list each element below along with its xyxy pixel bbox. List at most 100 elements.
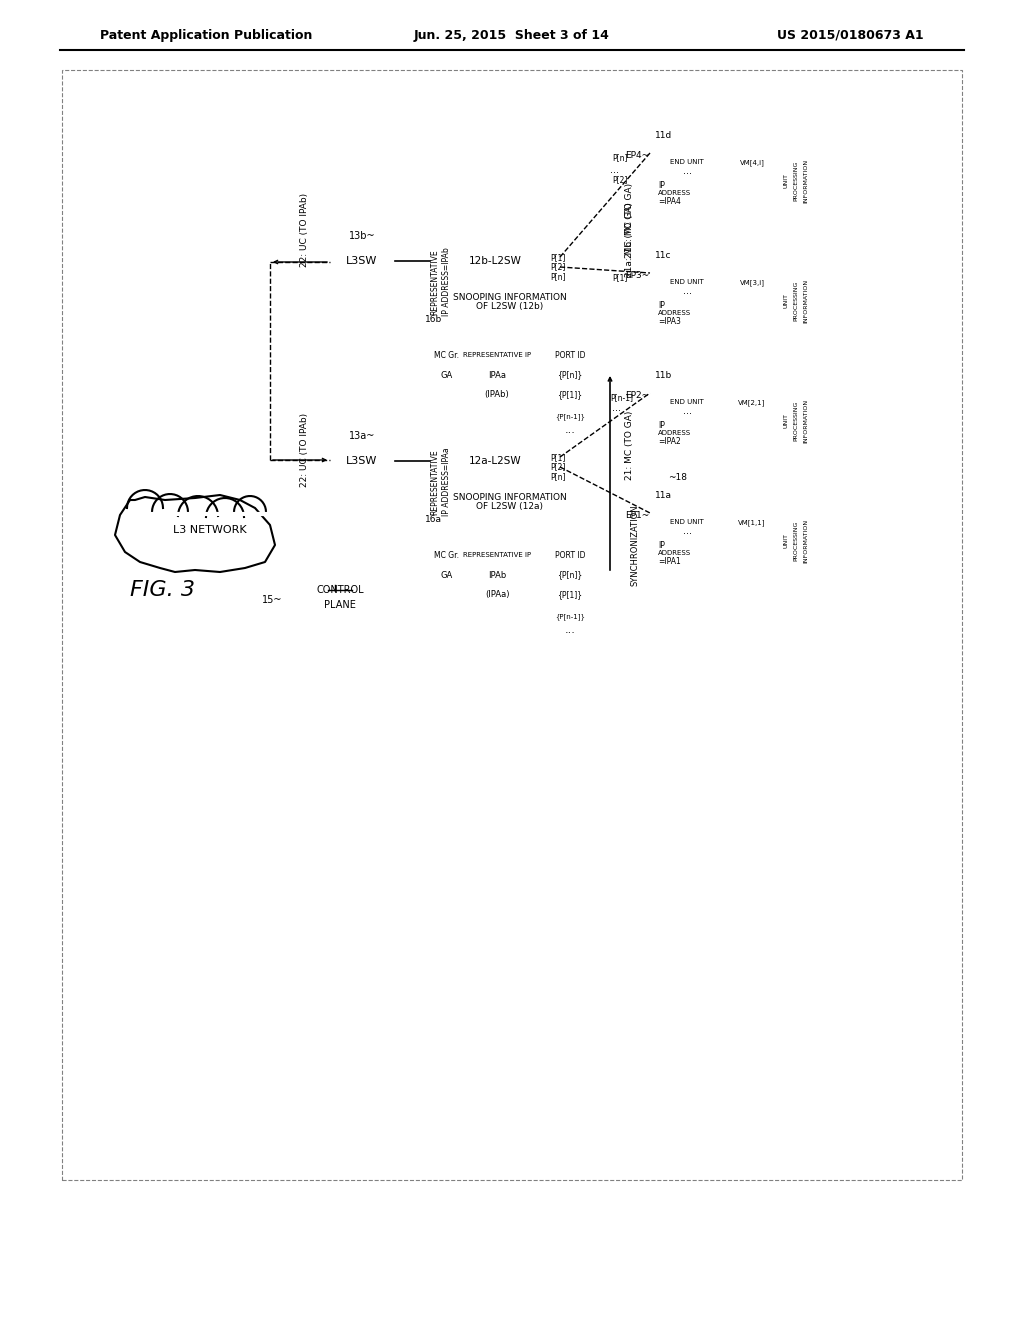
FancyBboxPatch shape	[330, 442, 395, 480]
Text: PROCESSING: PROCESSING	[794, 401, 799, 441]
Text: IP: IP	[658, 301, 665, 309]
Text: VM[2,1]: VM[2,1]	[738, 400, 766, 407]
Text: =IPA3: =IPA3	[658, 317, 681, 326]
Text: PLANE: PLANE	[324, 601, 356, 610]
Text: ADDRESS: ADDRESS	[658, 310, 691, 315]
Text: 22: UC (TO IPAb): 22: UC (TO IPAb)	[300, 193, 309, 267]
FancyBboxPatch shape	[319, 568, 360, 585]
Text: {P[n-1]}: {P[n-1]}	[555, 413, 585, 420]
Text: ADDRESS: ADDRESS	[658, 550, 691, 556]
Text: OF L2SW (12b): OF L2SW (12b)	[476, 302, 544, 312]
Text: 12a-L2SW: 12a-L2SW	[469, 455, 521, 466]
Text: ...: ...	[683, 525, 691, 536]
Text: P[n-1]: P[n-1]	[610, 393, 633, 403]
Text: 11d: 11d	[655, 131, 672, 140]
Text: END UNIT: END UNIT	[670, 158, 703, 165]
Text: 15~: 15~	[261, 595, 282, 605]
Text: PROCESSING: PROCESSING	[794, 521, 799, 561]
Text: 11c: 11c	[655, 251, 672, 260]
FancyBboxPatch shape	[425, 545, 470, 565]
Text: 21: MC (TO GA): 21: MC (TO GA)	[625, 411, 634, 479]
FancyBboxPatch shape	[785, 498, 827, 585]
FancyBboxPatch shape	[425, 385, 470, 405]
Text: VM[3,i]: VM[3,i]	[739, 280, 765, 286]
Text: 11a: 11a	[655, 491, 672, 499]
Text: P[n]: P[n]	[550, 272, 565, 281]
Text: PROCESSING: PROCESSING	[794, 161, 799, 201]
Text: 21b: MC (TO GA): 21b: MC (TO GA)	[625, 182, 634, 257]
FancyBboxPatch shape	[470, 565, 525, 585]
FancyBboxPatch shape	[730, 510, 775, 535]
Text: {P[1]}: {P[1]}	[557, 391, 583, 400]
Text: 13b~: 13b~	[349, 231, 376, 242]
Text: MC Gr.: MC Gr.	[434, 351, 460, 359]
Text: 11b: 11b	[655, 371, 672, 380]
Text: EP4~: EP4~	[625, 150, 649, 160]
FancyBboxPatch shape	[525, 345, 615, 366]
FancyBboxPatch shape	[650, 370, 835, 470]
FancyBboxPatch shape	[525, 585, 615, 605]
FancyBboxPatch shape	[650, 490, 835, 590]
Text: EP2~: EP2~	[625, 391, 649, 400]
Text: IP: IP	[658, 181, 665, 190]
FancyBboxPatch shape	[430, 247, 560, 275]
Text: =IPA1: =IPA1	[658, 557, 681, 565]
Text: IP ADDRESS=IPAa: IP ADDRESS=IPAa	[442, 447, 451, 516]
Text: IP: IP	[658, 421, 665, 429]
Text: IPAb: IPAb	[487, 570, 506, 579]
Text: ...: ...	[683, 286, 691, 296]
Text: UNIT: UNIT	[783, 533, 788, 549]
Text: INFORMATION: INFORMATION	[804, 158, 809, 203]
Text: UNIT: UNIT	[783, 413, 788, 429]
FancyBboxPatch shape	[730, 271, 775, 294]
Text: REPRESENTATIVE IP: REPRESENTATIVE IP	[463, 352, 531, 358]
Text: 13a~: 13a~	[349, 432, 375, 441]
Text: REPRESENTATIVE IP: REPRESENTATIVE IP	[463, 552, 531, 558]
Text: =IPA4: =IPA4	[658, 197, 681, 206]
FancyBboxPatch shape	[525, 545, 615, 565]
Text: PORT ID: PORT ID	[555, 351, 586, 359]
Text: EP3~: EP3~	[625, 271, 649, 280]
Text: {P[1]}: {P[1]}	[557, 590, 583, 599]
Text: VM[1,1]: VM[1,1]	[738, 520, 766, 527]
FancyBboxPatch shape	[730, 150, 775, 176]
Text: GA: GA	[441, 570, 454, 579]
Text: (IPAb): (IPAb)	[484, 391, 509, 400]
Text: ...: ...	[610, 165, 618, 176]
Text: PROCESSING: PROCESSING	[794, 281, 799, 321]
FancyBboxPatch shape	[425, 585, 470, 605]
Text: ...: ...	[683, 166, 691, 176]
Text: INFORMATION: INFORMATION	[804, 279, 809, 323]
Text: (IPAa): (IPAa)	[484, 590, 509, 599]
FancyBboxPatch shape	[470, 345, 525, 366]
Text: END UNIT: END UNIT	[670, 279, 703, 285]
FancyBboxPatch shape	[62, 70, 962, 1180]
Text: US 2015/0180673 A1: US 2015/0180673 A1	[777, 29, 924, 41]
Text: P[n]: P[n]	[612, 153, 628, 162]
Text: P[1]: P[1]	[550, 253, 565, 263]
Text: END UNIT: END UNIT	[670, 519, 703, 525]
FancyBboxPatch shape	[785, 137, 827, 224]
Text: P[2]: P[2]	[550, 462, 565, 471]
Text: =IPA2: =IPA2	[658, 437, 681, 446]
Text: MC Gr.: MC Gr.	[434, 550, 460, 560]
Text: PORT ID: PORT ID	[555, 550, 586, 560]
Text: {P[n-1]}: {P[n-1]}	[555, 614, 585, 620]
FancyBboxPatch shape	[328, 574, 352, 587]
Text: GA: GA	[441, 371, 454, 380]
Text: Jun. 25, 2015  Sheet 3 of 14: Jun. 25, 2015 Sheet 3 of 14	[414, 29, 610, 41]
Text: ADDRESS: ADDRESS	[658, 190, 691, 195]
Text: SYNCHRONIZATION: SYNCHRONIZATION	[631, 504, 640, 586]
Text: SNOOPING INFORMATION: SNOOPING INFORMATION	[454, 293, 567, 301]
Text: P[n]: P[n]	[550, 473, 565, 482]
Text: ...: ...	[564, 425, 575, 436]
FancyBboxPatch shape	[290, 560, 390, 640]
Text: SNOOPING INFORMATION: SNOOPING INFORMATION	[454, 492, 567, 502]
Text: EP1~: EP1~	[625, 511, 649, 520]
Text: CONTROL: CONTROL	[316, 585, 364, 595]
Text: REPRESENTATIVE: REPRESENTATIVE	[430, 249, 439, 314]
Text: 16a: 16a	[425, 516, 442, 524]
FancyBboxPatch shape	[730, 389, 775, 414]
Text: INFORMATION: INFORMATION	[804, 399, 809, 444]
Text: {P[n]}: {P[n]}	[557, 371, 583, 380]
